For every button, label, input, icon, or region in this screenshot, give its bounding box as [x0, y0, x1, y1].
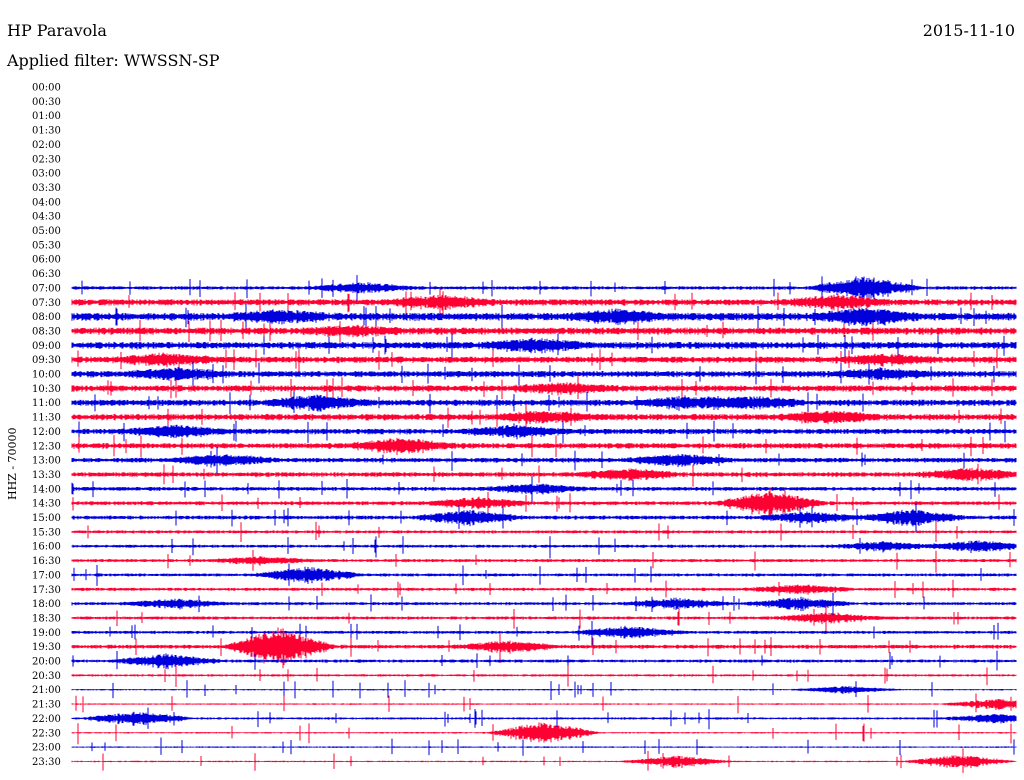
- seismic-trace-2330: [71, 748, 1017, 773]
- seismic-trace-0830: [71, 319, 1017, 343]
- time-tick-label: 21:30: [32, 700, 61, 711]
- seismic-trace-1100: [71, 391, 1017, 415]
- time-tick-label: 08:30: [32, 326, 61, 337]
- time-tick-label: 09:00: [32, 341, 61, 352]
- time-tick-label: 13:00: [32, 456, 61, 467]
- seismic-trace-2230: [71, 722, 1017, 745]
- time-tick-label: 16:30: [32, 556, 61, 567]
- time-tick-label: 07:30: [32, 298, 61, 309]
- seismic-trace-1300: [71, 446, 1017, 474]
- time-tick-label: 01:00: [32, 111, 61, 122]
- seismic-trace-2130: [71, 693, 1017, 714]
- seismic-trace-0700: [71, 275, 1017, 302]
- filter-label: Applied filter: WWSSN-SP: [7, 51, 220, 70]
- seismic-trace-0800: [71, 303, 1017, 330]
- seismic-trace-1430: [71, 487, 1017, 518]
- time-tick-label: 00:00: [32, 83, 61, 94]
- time-tick-label: 10:00: [32, 370, 61, 381]
- time-tick-label: 07:00: [32, 283, 61, 294]
- time-tick-label: 08:00: [32, 312, 61, 323]
- time-tick-label: 15:00: [32, 513, 61, 524]
- seismic-trace-1030: [71, 374, 1017, 400]
- time-tick-label: 22:30: [32, 728, 61, 739]
- time-tick-label: 11:30: [32, 413, 61, 424]
- time-tick-label: 05:00: [32, 226, 61, 237]
- time-tick-label: 22:00: [32, 714, 61, 725]
- seismic-trace-2300: [71, 737, 1017, 756]
- seismic-trace-0900: [71, 333, 1017, 358]
- time-tick-label: 17:30: [32, 585, 61, 596]
- station-title: HP Paravola: [7, 21, 107, 40]
- seismic-trace-1630: [71, 549, 1017, 573]
- time-tick-label: 12:00: [32, 427, 61, 438]
- time-tick-label: 03:30: [32, 183, 61, 194]
- helicorder-plot: 00:00 00:30 01:00 01:30 02:00 02:30 03:00 03:30…: [32, 83, 1017, 773]
- plot-header: HP Paravola 2015-11-10 Applied filter: W…: [0, 0, 1024, 80]
- seismic-traces: [71, 275, 1017, 773]
- seismic-trace-1530: [71, 521, 1017, 542]
- time-tick-labels: 00:00 00:30 01:00 01:30 02:00 02:30 03:00 03:30…: [32, 83, 61, 768]
- time-tick-label: 21:00: [32, 685, 61, 696]
- seismic-trace-1230: [71, 434, 1017, 458]
- seismic-trace-1600: [71, 536, 1017, 559]
- seismic-trace-2200: [71, 707, 1017, 730]
- time-tick-label: 20:30: [32, 671, 61, 682]
- time-tick-label: 02:00: [32, 140, 61, 151]
- seismic-trace-1330: [71, 463, 1017, 487]
- time-tick-label: 20:00: [32, 657, 61, 668]
- seismic-trace-1700: [71, 563, 1017, 586]
- time-tick-label: 18:30: [32, 613, 61, 624]
- seismic-trace-1200: [71, 420, 1017, 444]
- time-tick-label: 15:30: [32, 527, 61, 538]
- seismic-trace-1500: [71, 502, 1017, 532]
- seismic-trace-1130: [71, 403, 1017, 430]
- time-tick-label: 09:30: [32, 355, 61, 366]
- time-tick-label: 23:30: [32, 757, 61, 768]
- time-tick-label: 13:30: [32, 470, 61, 481]
- time-tick-label: 00:30: [32, 97, 61, 108]
- time-tick-label: 04:00: [32, 197, 61, 208]
- seismic-trace-2000: [71, 650, 1017, 671]
- seismic-trace-1000: [71, 361, 1017, 386]
- date-label: 2015-11-10: [922, 21, 1015, 40]
- time-tick-label: 01:30: [32, 126, 61, 137]
- time-tick-label: 10:30: [32, 384, 61, 395]
- time-tick-label: 02:30: [32, 154, 61, 165]
- seismic-trace-1830: [71, 605, 1017, 633]
- time-tick-label: 05:30: [32, 240, 61, 251]
- seismic-trace-1930: [71, 627, 1017, 669]
- time-tick-label: 18:00: [32, 599, 61, 610]
- time-tick-label: 06:00: [32, 255, 61, 266]
- seismic-trace-1800: [71, 592, 1017, 616]
- seismic-trace-2030: [71, 665, 1017, 687]
- seismic-trace-0730: [71, 288, 1017, 320]
- seismic-trace-1400: [71, 476, 1017, 503]
- time-tick-label: 14:00: [32, 484, 61, 495]
- time-tick-label: 17:00: [32, 570, 61, 581]
- seismic-trace-1730: [71, 579, 1017, 598]
- time-tick-label: 06:30: [32, 269, 61, 280]
- time-tick-label: 16:00: [32, 542, 61, 553]
- time-tick-label: 14:30: [32, 499, 61, 510]
- time-tick-label: 23:00: [32, 743, 61, 754]
- seismic-trace-1900: [71, 621, 1017, 647]
- seismic-trace-2100: [71, 680, 1017, 700]
- seismic-trace-0930: [71, 348, 1017, 372]
- time-tick-label: 19:30: [32, 642, 61, 653]
- time-tick-label: 12:30: [32, 441, 61, 452]
- time-tick-label: 19:00: [32, 628, 61, 639]
- time-tick-label: 04:30: [32, 212, 61, 223]
- time-tick-label: 11:00: [32, 398, 61, 409]
- time-tick-label: 03:00: [32, 169, 61, 180]
